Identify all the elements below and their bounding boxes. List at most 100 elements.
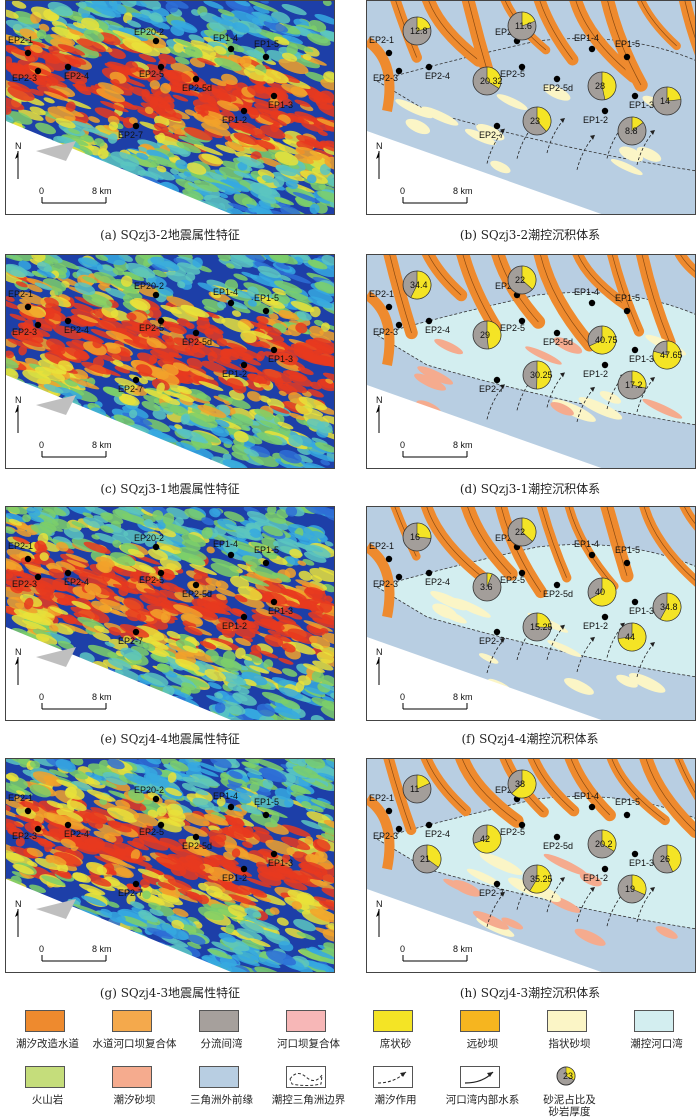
pie-label: 17.2	[625, 380, 643, 390]
well-label: EP1-2	[222, 115, 247, 125]
well-marker	[553, 329, 561, 337]
well-marker	[425, 569, 433, 577]
well-label: EP2-5d	[543, 337, 573, 347]
well-marker	[588, 803, 596, 811]
legend-swatch	[634, 1010, 674, 1032]
well-label: EP1-5	[615, 797, 640, 807]
well-marker	[270, 346, 278, 354]
well-label: EP2-5	[500, 827, 525, 837]
well-marker	[631, 850, 639, 858]
legend-label: 远砂坝	[466, 1038, 499, 1050]
well-label: EP1-2	[222, 369, 247, 379]
legend-label: 分流间湾	[200, 1038, 243, 1050]
well-marker	[24, 555, 32, 563]
pie-label: 40.75	[595, 335, 618, 345]
well-marker	[588, 299, 596, 307]
north-label: N	[15, 899, 22, 909]
well-marker	[64, 821, 72, 829]
well-marker	[240, 361, 248, 369]
legend-label: 潮控三角洲边界	[271, 1094, 346, 1106]
pie-label: 16	[410, 532, 420, 542]
legend-swatch	[547, 1010, 587, 1032]
well-marker	[588, 551, 596, 559]
legend-swatch: 23	[547, 1066, 587, 1088]
scale-km: 8 km	[453, 186, 473, 196]
well-label: EP2-3	[373, 831, 398, 841]
well-label: EP1-5	[254, 797, 279, 807]
well-label: EP1-3	[268, 606, 293, 616]
well-label: EP2-5d	[182, 83, 212, 93]
pie-label: 22	[515, 527, 525, 537]
well-marker	[152, 543, 160, 551]
well-label: EP2-3	[12, 73, 37, 83]
seismic-map-g: 0 8 km N EP2-1 EP2-3 EP2-4 EP20-2 EP2-5 EP2-5d EP…	[5, 758, 335, 973]
well-label: EP1-4	[574, 539, 599, 549]
scale-zero: 0	[400, 944, 405, 954]
scale-zero: 0	[39, 944, 44, 954]
legend-swatch	[25, 1066, 65, 1088]
well-marker	[623, 53, 631, 61]
well-label: EP2-7	[479, 130, 504, 140]
well-label: EP1-3	[629, 100, 654, 110]
well-label: EP2-4	[64, 325, 89, 335]
legend-item: 河口坝复合体	[265, 1010, 352, 1060]
well-label: EP2-3	[12, 831, 37, 841]
well-label: EP2-4	[64, 829, 89, 839]
legend-swatch	[373, 1066, 413, 1088]
well-marker	[64, 569, 72, 577]
legend-item: 分流间湾	[178, 1010, 265, 1060]
legend-label: 席状砂	[379, 1038, 412, 1050]
well-marker	[493, 628, 501, 636]
pie-label: 8.8	[625, 126, 638, 136]
well-marker	[588, 45, 596, 53]
well-label: EP2-4	[64, 577, 89, 587]
well-label: EP2-5	[139, 575, 164, 585]
legend-label: 潮控河口湾	[630, 1038, 683, 1050]
legend: 潮汐改造水道 水道河口坝复合体 分流间湾 河口坝复合体 席状砂 远砂坝 指状砂坝 潮控河口湾火…	[0, 1010, 700, 1120]
well-marker	[34, 67, 42, 75]
legend-label: 潮汐砂坝	[113, 1094, 156, 1106]
pie-label: 11.6	[515, 21, 532, 31]
well-marker	[631, 346, 639, 354]
well-marker	[240, 107, 248, 115]
well-label: EP2-3	[12, 327, 37, 337]
scale-km: 8 km	[453, 692, 473, 702]
legend-label: 三角洲外前缘	[190, 1094, 253, 1106]
caption-b: (b) SQzj3-2潮控沉积体系	[459, 228, 601, 242]
well-marker	[192, 581, 200, 589]
legend-swatch	[460, 1010, 500, 1032]
well-label: EP2-5d	[543, 841, 573, 851]
well-label: EP1-4	[213, 539, 238, 549]
pie-label: 38	[515, 779, 525, 789]
well-label: EP2-7	[118, 636, 143, 646]
well-label: EP1-3	[268, 100, 293, 110]
well-label: EP1-4	[213, 33, 238, 43]
well-label: EP2-5	[500, 323, 525, 333]
well-label: EP2-1	[8, 541, 33, 551]
well-label: EP2-1	[8, 35, 33, 45]
scale-km: 8 km	[453, 440, 473, 450]
well-label: EP2-4	[425, 829, 450, 839]
legend-label: 砂泥占比及 砂岩厚度	[543, 1094, 596, 1118]
well-marker	[240, 613, 248, 621]
facies-map-f: 08 kmNEP2-1EP2-3EP2-4EP20-2EP2-5EP2-5dEP…	[366, 506, 696, 721]
well-label: EP2-1	[369, 541, 394, 551]
well-label: EP2-1	[8, 793, 33, 803]
pie-label: 40	[595, 587, 605, 597]
facies-map-d: 08 kmNEP2-1EP2-3EP2-4EP20-2EP2-5EP2-5dEP…	[366, 254, 696, 469]
well-label: EP1-5	[615, 39, 640, 49]
well-marker	[24, 303, 32, 311]
well-label: EP1-5	[615, 545, 640, 555]
well-marker	[157, 63, 165, 71]
legend-item: 潮控河口湾	[613, 1010, 700, 1060]
legend-swatch	[199, 1066, 239, 1088]
north-label: N	[376, 647, 383, 657]
facies-map-h: 08 kmNEP2-1EP2-3EP2-4EP20-2EP2-5EP2-5dEP…	[366, 758, 696, 973]
svg-text:23: 23	[563, 1071, 573, 1081]
scale-zero: 0	[39, 692, 44, 702]
well-label: EP1-5	[254, 39, 279, 49]
well-marker	[192, 75, 200, 83]
well-marker	[553, 75, 561, 83]
well-label: EP1-3	[629, 354, 654, 364]
well-label: EP1-2	[583, 369, 608, 379]
